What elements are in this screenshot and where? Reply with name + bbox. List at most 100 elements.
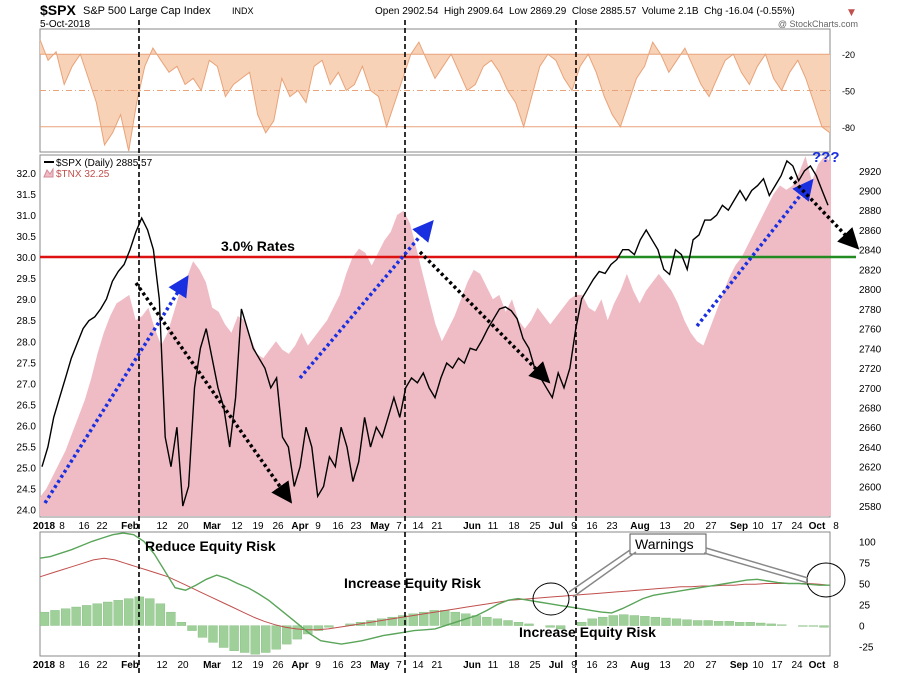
macd-histogram-bar [408,613,418,626]
macd-histogram-bar [197,625,208,638]
spx-price-line [41,159,829,507]
macd-histogram-bar [229,625,239,651]
price-x-tick-label: 20 [177,521,189,532]
quote-line: Open 2902.54 High 2909.64 Low 2869.29 Cl… [375,6,795,17]
right-axis-tick-label: 2860 [859,226,882,237]
price-x-tick-label: 20 [683,521,695,532]
macd-x-tick-label: 7 [396,660,402,671]
warnings-label: Warnings [635,536,694,552]
left-axis-tick-label: 30.5 [17,232,37,243]
blue-trend-arrow [43,275,189,504]
macd-histogram-bar [387,616,397,626]
right-axis-tick-label: 2680 [859,404,882,415]
warning-pointer [703,552,809,584]
warning-pointer [705,547,809,579]
macd-histogram-bar [440,610,450,626]
change-arrow: ▼ [848,8,855,18]
left-axis-tick-label: 27.5 [17,358,37,369]
macd-x-tick-label: 11 [488,660,499,671]
macd-histogram-bar [261,625,271,653]
blue-trend-arrow [298,219,434,380]
increase-risk-label: Increase Equity Risk [344,575,481,591]
price-x-tick-label: Apr [291,521,308,532]
macd-histogram-bar [766,623,776,626]
right-axis-tick-label: 2840 [859,246,882,257]
left-axis-tick-label: 26.0 [17,421,37,432]
macd-histogram-bar [124,598,134,626]
macd-tick-label: 0 [859,622,865,633]
macd-histogram-bar [271,625,281,650]
macd-histogram-bar [745,622,755,626]
right-axis-tick-label: 2900 [859,187,882,198]
legend-spx: $SPX (Daily) 2885.57 [56,158,153,169]
macd-histogram-bar [397,615,408,626]
price-x-tick-label: 14 [412,521,424,532]
price-x-tick-label: Jul [549,521,564,532]
macd-x-tick-label: 16 [586,660,598,671]
right-axis-tick-label: 2920 [859,167,882,178]
left-axis-tick-label: 28.0 [17,337,37,348]
left-axis-tick-label: 29.0 [17,295,37,306]
macd-x-tick-label: May [370,660,390,671]
left-axis-tick-label: 30.0 [17,253,37,264]
price-x-tick-label: 9 [315,521,321,532]
right-axis-tick-label: 2640 [859,443,882,454]
chart-symbol: $SPX [40,2,76,18]
macd-x-tick-label: 10 [752,660,764,671]
macd-x-tick-label: 16 [332,660,344,671]
macd-x-tick-label: 9 [571,660,577,671]
right-axis-tick-label: 2760 [859,325,882,336]
price-x-tick-label: 19 [252,521,264,532]
macd-tick-label: 100 [859,537,876,548]
macd-x-tick-label: 17 [771,660,783,671]
question-label: ??? [812,149,840,166]
bottom-panel-frame [39,531,831,657]
macd-histogram-bar [798,625,808,627]
price-x-tick-label: 25 [529,521,541,532]
price-x-tick-label: 23 [606,521,618,532]
macd-histogram-bar [671,618,682,626]
macd-histogram-bar [419,611,429,626]
macd-x-tick-label: 19 [252,660,264,671]
macd-histogram-bar [324,625,334,628]
left-axis-tick-label: 25.5 [17,443,37,454]
price-x-tick-label: 8 [59,521,65,532]
left-axis-tick-label: 31.5 [17,190,37,201]
macd-x-tick-label: 22 [96,660,108,671]
macd-x-tick-label: Jun [463,660,481,671]
black-trend-arrow [418,250,551,384]
price-x-tick-label: Feb [121,521,139,532]
macd-histogram-bar [450,611,460,626]
price-x-tick-label: 21 [431,521,443,532]
macd-x-tick-label: 8 [833,660,839,671]
macd-histogram-bar [292,625,302,640]
macd-x-tick-label: 12 [231,660,243,671]
macd-histogram-bar [808,625,819,627]
price-x-tick-label: 22 [96,521,108,532]
macd-histogram-bar [376,618,387,626]
macd-x-tick-label: 26 [272,660,284,671]
left-axis-tick-label: 32.0 [17,169,37,180]
watermark: @ StockCharts.com [778,19,858,29]
price-x-tick-label: 8 [833,521,839,532]
macd-histogram-bar [250,625,260,655]
macd-x-tick-label: 9 [315,660,321,671]
right-axis-tick-label: 2700 [859,384,882,395]
macd-x-tick-label: 23 [606,660,618,671]
right-axis-tick-label: 2780 [859,305,882,316]
price-x-tick-label: 24 [791,521,803,532]
price-x-tick-label: Mar [203,521,221,532]
macd-histogram-bar [756,622,766,626]
macd-histogram-bar [513,622,524,626]
price-x-tick-label: Oct [809,521,826,532]
price-x-tick-label: 11 [488,521,499,532]
macd-histogram-bar [187,625,197,631]
left-axis-tick-label: 27.0 [17,379,37,390]
price-x-tick-label: Aug [630,521,649,532]
macd-histogram-bar [577,622,587,626]
macd-histogram-bar [239,625,250,653]
legend-tnx-swatch [43,167,54,178]
chart-name: S&P 500 Large Cap Index [83,5,211,17]
right-axis-tick-label: 2660 [859,423,882,434]
